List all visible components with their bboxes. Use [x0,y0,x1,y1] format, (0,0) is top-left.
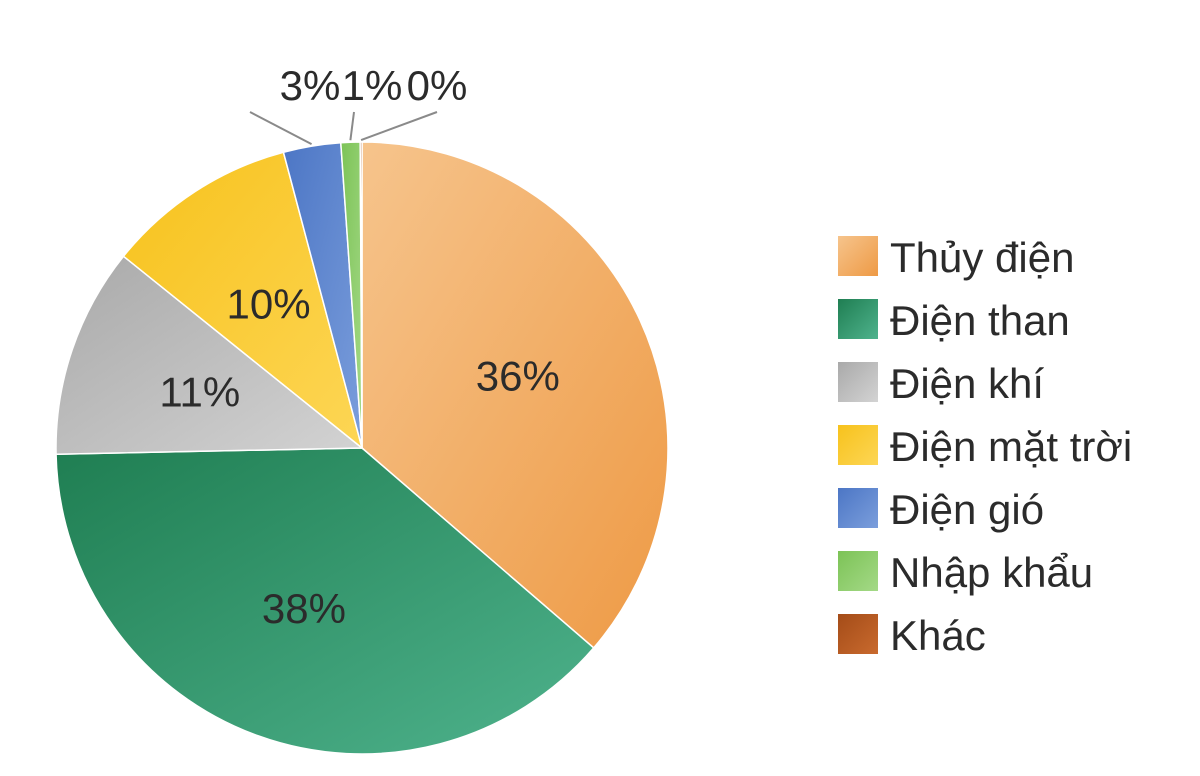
pie-slice-khac [359,141,363,449]
slice-label-dien-gio: 3% [280,62,341,109]
legend-swatch-dien-mat-troi [838,425,878,465]
legend-label-dien-khi: Điện khí [890,360,1044,407]
legend-swatch-khac [838,614,878,654]
legend-label-dien-than: Điện than [890,297,1070,344]
slice-labels: 36% 38% 11% 10% 3% 1% 0% [159,62,560,632]
pie-slice-dien-than [55,447,595,755]
slice-label-dien-mat-troi: 10% [227,280,311,327]
legend-label-nhap-khau: Nhập khẩu [890,549,1093,596]
legend-swatch-dien-gio [838,488,878,528]
legend-swatch-thuy-dien [838,236,878,276]
slice-label-nhap-khau: 1% [342,62,403,109]
legend-swatch-dien-than [838,299,878,339]
leader-line-nhap-khau [349,111,355,141]
leader-line-dien-gio [249,111,313,146]
slice-label-thuy-dien: 36% [476,353,560,400]
pie-slice-thuy-dien [361,141,669,649]
legend-label-dien-gio: Điện gió [890,486,1044,533]
slice-label-dien-than: 38% [262,585,346,632]
pie-slice-dien-khi [55,255,365,455]
legend-swatch-dien-khi [838,362,878,402]
legend: Thủy điện Điện than Điện khí Điện mặt trời Đ… [838,234,1132,659]
pie-slices [55,141,669,755]
legend-label-dien-mat-troi: Điện mặt trời [890,423,1132,470]
leader-line-khac [360,111,438,141]
legend-label-thuy-dien: Thủy điện [890,234,1074,281]
leader-lines [249,111,438,146]
slice-label-dien-khi: 11% [159,369,240,416]
legend-swatch-nhap-khau [838,551,878,591]
legend-label-khac: Khác [890,612,986,659]
slice-label-khac: 0% [407,62,468,109]
